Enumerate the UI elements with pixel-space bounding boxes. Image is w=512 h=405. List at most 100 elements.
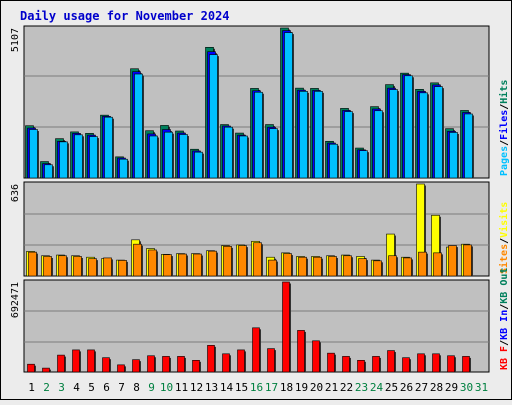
bar-kb bbox=[432, 353, 440, 373]
x-tick-label: 26 bbox=[400, 381, 413, 394]
panel-visits-sites: 636 Sites/Visits bbox=[10, 181, 510, 277]
x-tick-label: 9 bbox=[148, 381, 155, 394]
bar-sites bbox=[58, 255, 67, 277]
bar-kb bbox=[327, 352, 335, 373]
bar-kb bbox=[417, 353, 425, 373]
bar-sites bbox=[373, 260, 382, 277]
bar-pages bbox=[119, 158, 128, 179]
bar-sites bbox=[283, 253, 292, 277]
x-tick-label: 3 bbox=[58, 381, 65, 394]
legend-separator: / bbox=[499, 304, 510, 310]
x-tick-label: 7 bbox=[118, 381, 125, 394]
bar-pages bbox=[224, 126, 233, 179]
y-max-label: 5107 bbox=[10, 28, 21, 52]
x-tick-label: 22 bbox=[340, 381, 353, 394]
bar-kb bbox=[87, 349, 95, 373]
x-tick-label: 12 bbox=[190, 381, 203, 394]
bar-sites bbox=[388, 255, 397, 277]
chart-panels: 5107Pages/Files/Hits636Sites/Visits69247… bbox=[10, 25, 510, 373]
bar-kb bbox=[312, 340, 320, 373]
bar-sites bbox=[418, 251, 427, 277]
bar-kb bbox=[177, 356, 185, 373]
bar-kb bbox=[297, 330, 305, 373]
legend-pages: Pages bbox=[499, 146, 510, 176]
bar-pages bbox=[104, 116, 113, 179]
x-tick-label: 11 bbox=[175, 381, 188, 394]
legend: Sites/Visits bbox=[498, 202, 510, 274]
bar-kb bbox=[387, 350, 395, 373]
bar-kb bbox=[447, 355, 455, 373]
bar-kb bbox=[42, 367, 50, 373]
bar-sites bbox=[43, 256, 52, 277]
bar-pages bbox=[434, 86, 443, 179]
x-axis-labels: 1 2 3 4 5 6 7 8 9 10 11 12 13 14 15 16 17 18 19 20 21 22 23 24 2… bbox=[28, 381, 488, 394]
bar-sites bbox=[28, 251, 37, 277]
bar-kb bbox=[57, 354, 65, 373]
x-tick-label: 28 bbox=[430, 381, 443, 394]
legend-visits: Visits bbox=[498, 202, 510, 238]
bar-kb bbox=[27, 363, 35, 373]
bar-pages bbox=[389, 89, 398, 179]
bar-pages bbox=[329, 143, 338, 179]
bar-sites bbox=[343, 255, 352, 277]
bar-pages bbox=[179, 134, 188, 179]
bar-sites bbox=[253, 242, 262, 277]
bar-kb bbox=[402, 357, 410, 373]
x-tick-label: 27 bbox=[415, 381, 428, 394]
bar-pages bbox=[239, 135, 248, 179]
bar-pages bbox=[59, 141, 68, 179]
bar-sites bbox=[463, 244, 472, 277]
x-tick-label: 23 bbox=[355, 381, 368, 394]
bar-pages bbox=[134, 73, 143, 179]
bar-pages bbox=[254, 91, 263, 179]
bar-pages bbox=[44, 164, 53, 179]
legend-sites: Sites bbox=[498, 244, 510, 274]
bar-kb bbox=[222, 353, 230, 373]
bar-pages bbox=[29, 129, 38, 179]
bar-sites bbox=[403, 257, 412, 277]
legend-separator: / bbox=[499, 140, 510, 146]
bar-pages bbox=[449, 132, 458, 179]
x-tick-label: 8 bbox=[133, 381, 140, 394]
y-max-label: 636 bbox=[10, 184, 21, 202]
bar-kb bbox=[372, 356, 380, 373]
y-max-label: 692471 bbox=[10, 282, 21, 318]
bar-pages bbox=[374, 110, 383, 179]
bar-pages bbox=[359, 150, 368, 179]
bar-sites bbox=[448, 245, 457, 277]
bar-pages bbox=[89, 136, 98, 179]
bar-sites bbox=[358, 258, 367, 277]
bar-pages bbox=[299, 91, 308, 179]
x-tick-label: 19 bbox=[295, 381, 308, 394]
bar-kb bbox=[357, 360, 365, 373]
x-tick-label: 14 bbox=[220, 381, 234, 394]
x-tick-label: 5 bbox=[88, 381, 95, 394]
x-tick-label: 15 bbox=[235, 381, 248, 394]
bar-kb bbox=[132, 359, 140, 373]
x-tick-label: 31 bbox=[475, 381, 488, 394]
legend-kb-in: KB In bbox=[499, 310, 510, 340]
legend-separator: / bbox=[499, 104, 510, 110]
x-tick-label: 4 bbox=[73, 381, 80, 394]
bar-sites bbox=[73, 256, 82, 277]
bar-kb bbox=[267, 348, 275, 373]
bar-pages bbox=[74, 134, 83, 179]
bar-kb bbox=[462, 356, 470, 373]
bar-sites bbox=[328, 256, 337, 277]
bar-sites bbox=[103, 257, 112, 277]
x-tick-label: 13 bbox=[205, 381, 218, 394]
bar-pages bbox=[269, 128, 278, 179]
x-tick-label: 6 bbox=[103, 381, 110, 394]
bar-pages bbox=[344, 111, 353, 179]
bar-kb bbox=[162, 356, 170, 373]
bar-pages bbox=[284, 32, 293, 179]
legend-kb-out: KB Out bbox=[499, 268, 510, 304]
bar-sites bbox=[148, 249, 157, 277]
bar-sites bbox=[163, 254, 172, 277]
bar-sites bbox=[313, 256, 322, 277]
x-tick-label: 20 bbox=[310, 381, 323, 394]
bar-pages bbox=[404, 75, 413, 179]
